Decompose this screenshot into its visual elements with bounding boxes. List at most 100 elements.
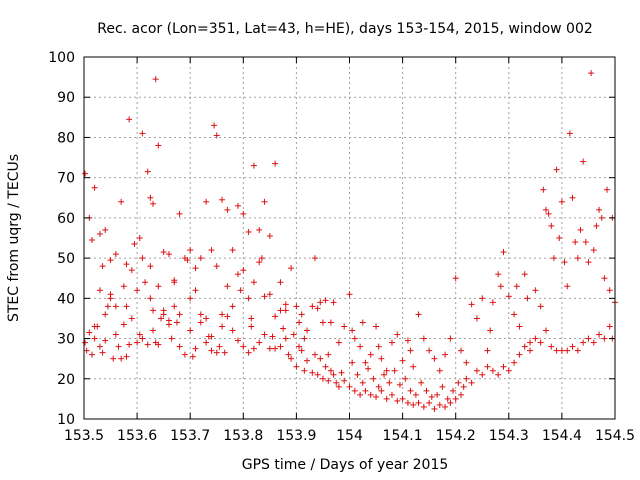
data-point bbox=[290, 331, 297, 338]
data-point bbox=[378, 355, 385, 362]
data-point bbox=[330, 299, 337, 306]
grid-lines bbox=[84, 57, 615, 419]
data-point bbox=[426, 399, 433, 406]
data-point bbox=[402, 375, 409, 382]
data-point bbox=[311, 351, 318, 358]
data-point bbox=[139, 335, 146, 342]
data-point bbox=[277, 279, 284, 286]
data-point bbox=[532, 335, 539, 342]
data-point bbox=[527, 347, 534, 354]
data-point bbox=[181, 351, 188, 358]
data-point bbox=[333, 379, 340, 386]
data-point bbox=[269, 333, 276, 340]
data-point bbox=[96, 287, 103, 294]
data-point bbox=[394, 331, 401, 338]
data-point bbox=[139, 255, 146, 262]
data-point bbox=[96, 230, 103, 237]
data-point bbox=[229, 247, 236, 254]
data-point bbox=[346, 291, 353, 298]
data-point bbox=[325, 351, 332, 358]
data-point bbox=[258, 255, 265, 262]
data-point bbox=[569, 343, 576, 350]
data-point bbox=[203, 315, 210, 322]
data-point bbox=[458, 347, 465, 354]
data-point bbox=[128, 267, 135, 274]
data-point bbox=[468, 379, 475, 386]
x-tick-labels: 153.5 153.6 153.7 153.8 153.9 154 154.1 154.2 15… bbox=[64, 428, 635, 444]
data-point bbox=[144, 168, 151, 175]
data-point bbox=[601, 275, 608, 282]
data-point bbox=[388, 391, 395, 398]
data-point bbox=[221, 349, 228, 356]
data-point bbox=[298, 311, 305, 318]
data-point bbox=[415, 399, 422, 406]
data-point bbox=[375, 383, 382, 390]
data-point bbox=[513, 283, 520, 290]
data-point bbox=[370, 375, 377, 382]
x-tick-label: 153.6 bbox=[117, 428, 157, 444]
data-point bbox=[450, 387, 457, 394]
x-axis-label: GPS time / Days of year 2015 bbox=[242, 457, 449, 473]
data-point bbox=[495, 271, 502, 278]
data-point bbox=[234, 271, 241, 278]
data-point bbox=[261, 293, 268, 300]
data-point bbox=[444, 395, 451, 402]
data-point bbox=[314, 371, 321, 378]
data-point bbox=[91, 184, 98, 191]
data-point bbox=[208, 347, 215, 354]
data-point bbox=[120, 283, 127, 290]
data-point bbox=[463, 375, 470, 382]
data-point bbox=[187, 327, 194, 334]
data-point bbox=[351, 335, 358, 342]
data-point bbox=[219, 311, 226, 318]
data-point bbox=[160, 249, 167, 256]
data-point bbox=[601, 335, 608, 342]
x-tick-label: 154.1 bbox=[383, 428, 423, 444]
data-point bbox=[104, 303, 111, 310]
data-point bbox=[112, 331, 119, 338]
data-point bbox=[487, 327, 494, 334]
y-tick-label: 100 bbox=[48, 50, 75, 66]
data-point bbox=[240, 210, 247, 217]
data-point bbox=[590, 339, 597, 346]
data-point bbox=[234, 337, 241, 344]
x-tick-label: 154.2 bbox=[436, 428, 476, 444]
data-point bbox=[171, 277, 178, 284]
data-point bbox=[155, 341, 162, 348]
data-point bbox=[282, 307, 289, 314]
data-point bbox=[272, 313, 279, 320]
x-tick-label: 154.3 bbox=[489, 428, 529, 444]
x-tick-label: 154.5 bbox=[595, 428, 635, 444]
data-point bbox=[447, 335, 454, 342]
data-point bbox=[527, 339, 534, 346]
data-point bbox=[213, 132, 220, 139]
data-point bbox=[107, 295, 114, 302]
data-point bbox=[184, 257, 191, 264]
data-point bbox=[168, 335, 175, 342]
data-point bbox=[511, 359, 518, 366]
data-point bbox=[126, 116, 133, 123]
data-point bbox=[588, 70, 595, 77]
data-point bbox=[335, 339, 342, 346]
data-point bbox=[346, 383, 353, 390]
data-point bbox=[341, 323, 348, 330]
data-point bbox=[524, 295, 531, 302]
data-points bbox=[82, 70, 618, 412]
data-point bbox=[102, 337, 109, 344]
data-point bbox=[142, 279, 149, 286]
data-point bbox=[473, 315, 480, 322]
data-point bbox=[309, 303, 316, 310]
data-point bbox=[160, 311, 167, 318]
data-point bbox=[187, 295, 194, 302]
data-point bbox=[317, 299, 324, 306]
data-point bbox=[542, 206, 549, 213]
data-point bbox=[574, 255, 581, 262]
data-point bbox=[598, 214, 605, 221]
data-point bbox=[203, 339, 210, 346]
data-point bbox=[150, 327, 157, 334]
data-point bbox=[442, 403, 449, 410]
data-point bbox=[155, 283, 162, 290]
y-tick-label: 70 bbox=[57, 171, 75, 187]
data-point bbox=[277, 307, 284, 314]
